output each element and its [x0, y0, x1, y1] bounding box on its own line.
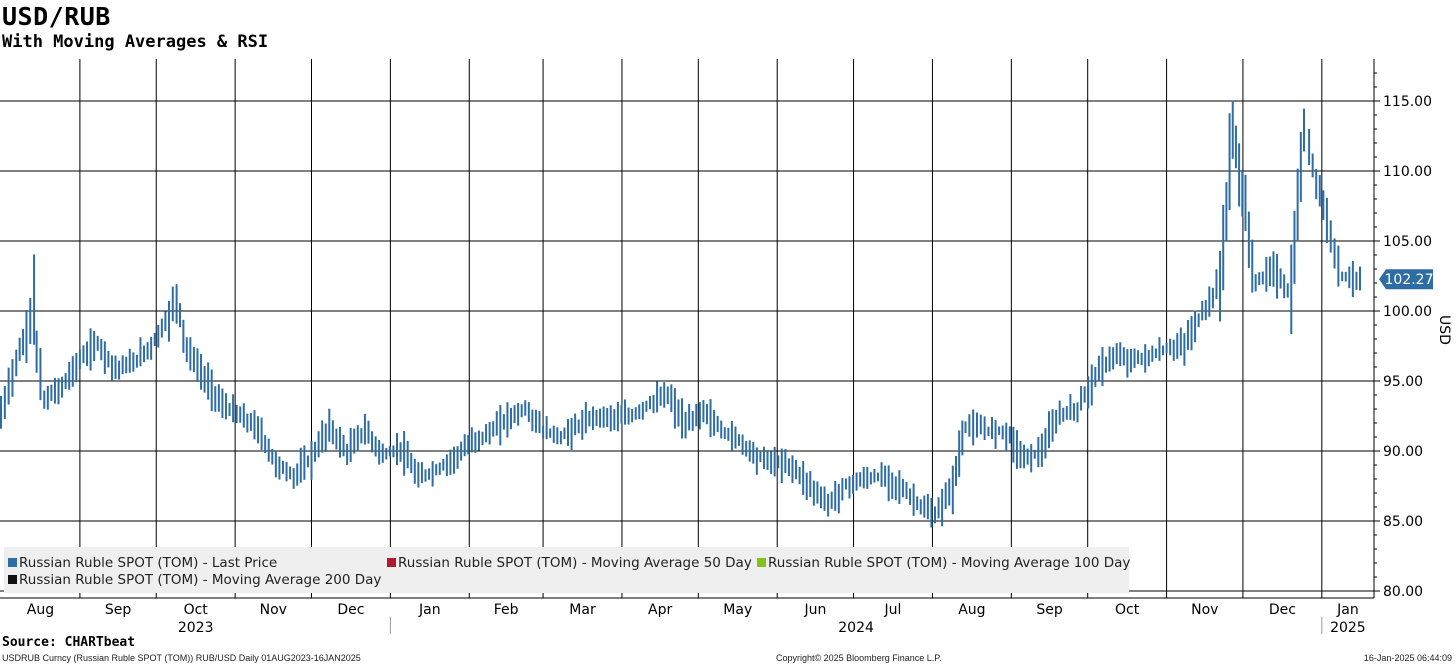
x-tick-label-month: Apr [648, 602, 672, 618]
x-tick-label-month: Oct [184, 602, 209, 618]
x-tick-label-month: Mar [569, 602, 596, 618]
y-tick-label: 85.00 [1383, 514, 1423, 530]
source-note: Source: CHARTbeat [2, 635, 136, 650]
legend-item-ma200: Russian Ruble SPOT (TOM) - Moving Averag… [8, 572, 381, 588]
y-tick-label: 115.00 [1383, 94, 1432, 110]
x-tick-label-month: Nov [260, 602, 287, 618]
legend-swatch-ma100 [757, 558, 766, 567]
footer-timestamp: 16-Jan-2025 06:44:09 [1363, 653, 1452, 663]
last-price-badge [1379, 269, 1433, 290]
legend-swatch-last-price [8, 558, 17, 567]
x-tick-label-month: Jul [884, 602, 902, 618]
y-tick-label: 100.00 [1383, 304, 1432, 320]
legend-label-ma200: Russian Ruble SPOT (TOM) - Moving Averag… [19, 572, 382, 588]
y-tick-label: 110.00 [1383, 164, 1432, 180]
legend-label-last-price: Russian Ruble SPOT (TOM) - Last Price [19, 555, 278, 571]
x-tick-label-month: Aug [958, 602, 985, 618]
y-tick-label: 95.00 [1383, 374, 1423, 390]
legend-swatch-ma50 [387, 558, 396, 567]
legend-item-ma100: Russian Ruble SPOT (TOM) - Moving Averag… [757, 555, 1130, 571]
x-tick-label-month: Jun [803, 602, 826, 618]
x-tick-label-month: Nov [1191, 602, 1218, 618]
legend-swatch-ma200 [8, 575, 17, 584]
x-tick-label-month: Jan [418, 602, 441, 618]
last-price-label: 102.27 [1385, 272, 1434, 288]
x-tick-label-month: Jan [1336, 602, 1359, 618]
x-tick-label-year: 2023 [178, 620, 214, 636]
x-tick-label-month: May [723, 602, 752, 618]
footer-ticker-info: USDRUB Curncy (Russian Ruble SPOT (TOM))… [2, 653, 361, 663]
x-tick-label-month: Sep [105, 602, 132, 618]
chart-legend: Russian Ruble SPOT (TOM) - Last Price Ru… [4, 547, 1130, 593]
series-last-price [0, 100, 1361, 528]
chart-title: USD/RUB [2, 2, 111, 31]
x-tick-label-year: 2025 [1330, 620, 1366, 636]
x-tick-label-month: Sep [1036, 602, 1063, 618]
footer-copyright: Copyright© 2025 Bloomberg Finance L.P. [776, 653, 942, 663]
y-tick-label: 105.00 [1383, 234, 1432, 250]
x-tick-label-month: Feb [494, 602, 519, 618]
x-tick-label-month: Dec [337, 602, 364, 618]
chart-subtitle: With Moving Averages & RSI [2, 32, 269, 52]
legend-label-ma100: Russian Ruble SPOT (TOM) - Moving Averag… [768, 555, 1131, 571]
x-tick-label-month: Aug [27, 602, 54, 618]
y-axis-label: USD [1436, 315, 1452, 345]
y-tick-label: 80.00 [1383, 584, 1423, 600]
x-tick-label-month: Dec [1269, 602, 1296, 618]
legend-item-last-price: Russian Ruble SPOT (TOM) - Last Price [8, 555, 277, 571]
legend-label-ma50: Russian Ruble SPOT (TOM) - Moving Averag… [398, 555, 752, 571]
y-tick-label: 90.00 [1383, 444, 1423, 460]
legend-item-ma50: Russian Ruble SPOT (TOM) - Moving Averag… [387, 555, 752, 571]
x-tick-label-month: Oct [1115, 602, 1140, 618]
x-tick-label-year: 2024 [838, 620, 874, 636]
